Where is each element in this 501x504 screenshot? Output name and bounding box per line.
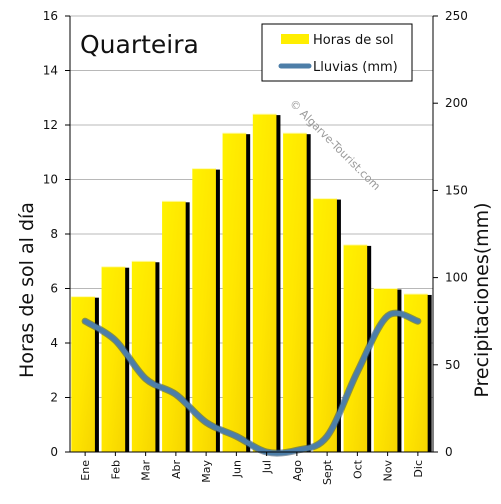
x-tick-label: Ene xyxy=(79,460,92,481)
left-tick-label: 4 xyxy=(50,336,58,350)
right-tick-labels: 0 50 100 150 200 250 xyxy=(445,9,468,459)
legend: Horas de sol Lluvias (mm) xyxy=(262,24,412,81)
legend-label-rain: Lluvias (mm) xyxy=(313,60,398,75)
left-tick-label: 14 xyxy=(43,64,58,78)
left-tick-label: 16 xyxy=(43,9,58,23)
x-tick-label: Mar xyxy=(140,460,153,481)
left-tick-label: 6 xyxy=(50,282,58,296)
x-tick-label: Jun xyxy=(230,460,243,478)
x-tick-label: Jul xyxy=(261,460,274,474)
x-tick-labels: Ene Feb Mar Abr May Jun Jul Ago Sept Oct Nov Dic xyxy=(79,459,425,485)
left-tick-label: 10 xyxy=(43,173,58,187)
left-tick-label: 8 xyxy=(50,227,58,241)
right-tick-label: 250 xyxy=(445,9,468,23)
bar-abr xyxy=(162,201,186,452)
x-tick-label: Dic xyxy=(412,460,425,478)
legend-label-sun: Horas de sol xyxy=(313,33,394,48)
bar-jun xyxy=(223,133,247,452)
right-tick-label: 100 xyxy=(445,271,468,285)
x-tick-label: Sept xyxy=(321,459,334,485)
left-tick-label: 12 xyxy=(43,118,58,132)
left-tick-label: 0 xyxy=(50,445,58,459)
x-tick-label: May xyxy=(200,460,213,483)
x-tick-label: Oct xyxy=(351,459,364,479)
legend-swatch-sun xyxy=(281,34,309,44)
right-tick-label: 50 xyxy=(445,358,460,372)
x-tick-label: Feb xyxy=(109,460,122,479)
right-tick-label: 150 xyxy=(445,183,468,197)
y-axis-label-left: Horas de sol al día xyxy=(16,202,38,378)
bar-mar xyxy=(132,261,156,452)
left-tick-label: 2 xyxy=(50,391,58,405)
bar-feb xyxy=(102,267,126,452)
x-tick-label: Ago xyxy=(291,460,304,482)
chart-title: Quarteira xyxy=(80,30,199,59)
right-tick-label: 0 xyxy=(445,445,453,459)
left-tick-labels: 0 2 4 6 8 10 12 14 16 xyxy=(43,9,58,459)
bar-sept xyxy=(313,199,337,452)
y-axis-label-right: Precipitaciones(mm) xyxy=(471,202,493,397)
bar-ago xyxy=(283,133,307,452)
x-tick-label: Nov xyxy=(382,460,395,482)
x-tick-label: Abr xyxy=(170,460,183,480)
right-tick-label: 200 xyxy=(445,96,468,110)
bar-jul xyxy=(253,114,277,452)
bar-oct xyxy=(344,245,368,452)
